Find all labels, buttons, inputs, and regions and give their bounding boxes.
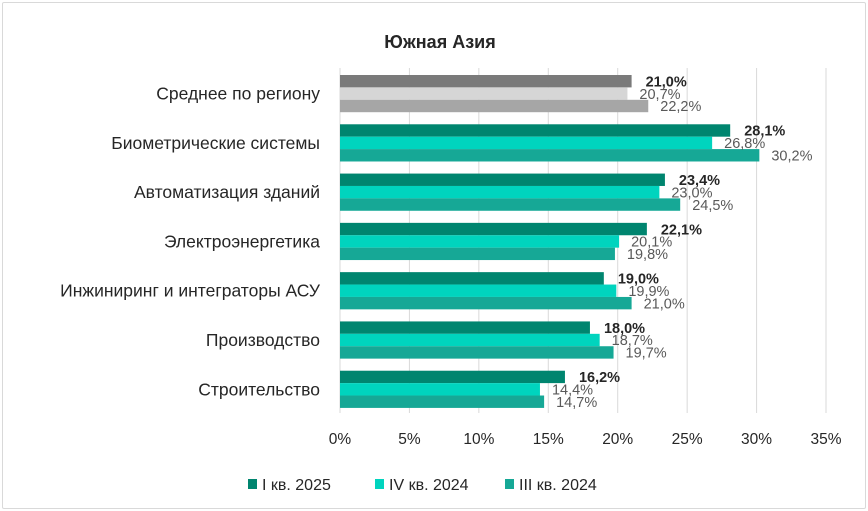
legend-label: I кв. 2025 [262,477,331,494]
x-tick-label: 35% [810,431,841,448]
category-labels: Среднее по региону Биометрические системы… [60,84,321,400]
x-tick-label: 30% [741,431,772,448]
x-tick-label: 5% [398,431,421,448]
data-label: 21,0% [644,296,685,312]
data-label: 14,4% [552,383,593,399]
category-label: Среднее по региону [156,84,320,104]
bar [340,198,681,211]
x-tick-label: 10% [463,431,494,448]
data-labels: 21,0%20,7%22,2%28,1%26,8%30,2%23,4%23,0%… [552,74,813,411]
bar [340,247,615,261]
bar [340,124,731,137]
data-label: 24,5% [692,198,733,214]
chart-title: Южная Азия [384,32,495,52]
bar [340,346,614,359]
bar [340,296,632,310]
bar [340,99,649,113]
legend-swatch [248,479,257,489]
data-label: 26,8% [724,136,765,152]
bar [340,185,660,199]
bar [340,272,604,285]
data-label: 28,1% [744,124,785,140]
bar [340,235,620,248]
data-label: 19,8% [627,247,668,263]
data-label: 23,0% [671,185,712,201]
bar [340,370,565,384]
data-label: 19,7% [626,346,667,362]
x-tick-label: 0% [329,431,352,448]
data-label: 16,2% [579,370,620,386]
x-tick-labels: 0% 5% 10% 15% 20% 25% 30% 35% [329,431,842,448]
data-label: 20,7% [639,87,680,103]
legend-swatch [505,479,514,489]
category-label: Электроэнергетика [164,231,320,251]
bar [340,136,713,150]
bar [340,87,628,100]
legend-swatch [375,479,384,489]
x-tick-label: 15% [533,431,564,448]
category-label: Строительство [198,379,320,399]
legend-label: III кв. 2024 [519,477,597,494]
data-label: 18,0% [604,321,645,337]
data-label: 22,2% [660,99,701,115]
data-label: 19,0% [618,272,659,288]
data-label: 21,0% [646,74,687,90]
legend: I кв. 2025 IV кв. 2024 III кв. 2024 [248,477,597,494]
category-label: Инжиниринг и интеграторы АСУ [60,281,321,301]
bar [340,222,647,236]
x-tick-label: 25% [672,431,703,448]
data-label: 18,7% [612,333,653,349]
data-label: 20,1% [631,235,672,251]
category-label: Производство [206,330,320,350]
data-label: 19,9% [628,284,669,300]
data-label: 30,2% [771,148,812,164]
category-label: Автоматизация зданий [134,182,320,202]
x-tick-label: 20% [602,431,633,448]
data-label: 22,1% [661,222,702,238]
bar [340,284,617,297]
bar [340,333,600,347]
data-label: 14,7% [556,395,597,411]
bar [340,383,540,396]
bar [340,173,665,186]
bar [340,321,590,334]
bar [340,75,632,88]
category-label: Биометрические системы [111,133,320,153]
data-label: 23,4% [679,173,720,189]
bar [340,149,760,162]
bar [340,395,545,408]
legend-label: IV кв. 2024 [389,477,469,494]
bars [340,75,760,408]
